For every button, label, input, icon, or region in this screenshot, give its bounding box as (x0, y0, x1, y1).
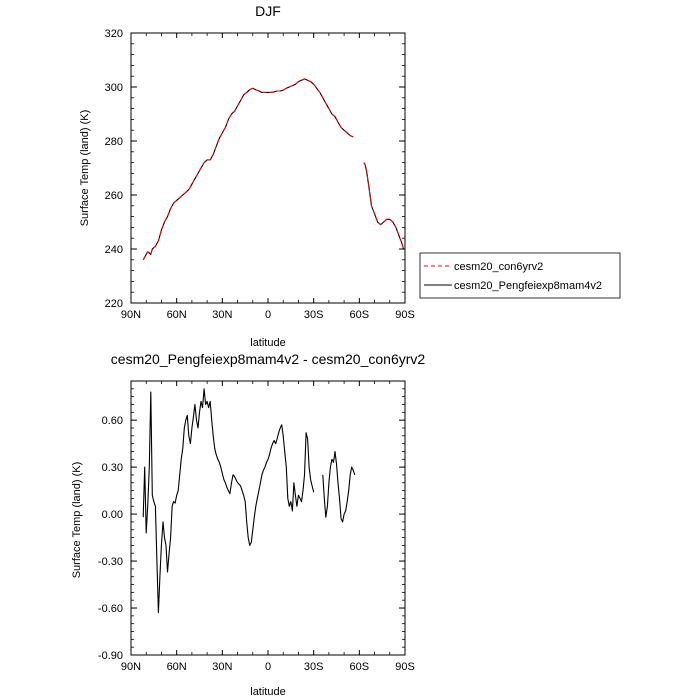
bottom-chart-x-axis-label: latitude (250, 686, 285, 698)
x-tick-label: 60S (350, 309, 370, 321)
x-tick-label: 0 (265, 309, 271, 321)
top-chart-panel: DJF Surface Temp (land) (K) latitude 90N… (79, 3, 621, 349)
top-chart-x-axis-label: latitude (250, 337, 285, 349)
x-tick-label: 60N (167, 309, 187, 321)
y-tick-label: 220 (105, 298, 123, 310)
x-tick-label: 0 (265, 661, 271, 673)
y-tick-label: 280 (105, 136, 123, 148)
legend-label-con6yrv2: cesm20_con6yrv2 (454, 261, 543, 273)
x-tick-label: 90N (121, 309, 141, 321)
legend: cesm20_con6yrv2 cesm20_Pengfeiexp8mam4v2 (419, 252, 621, 299)
x-tick-label: 30N (212, 661, 232, 673)
legend-label-pengfei: cesm20_Pengfeiexp8mam4v2 (454, 280, 602, 292)
x-tick-label: 60S (350, 661, 370, 673)
y-tick-label: 0.00 (102, 509, 123, 521)
y-tick-label: 0.30 (102, 462, 123, 474)
y-tick-label: 260 (105, 190, 123, 202)
bottom-chart-frame (130, 380, 406, 656)
legend-box (419, 252, 621, 299)
top-chart-y-axis-label: Surface Temp (land) (K) (79, 110, 91, 227)
x-tick-label: 30S (304, 309, 324, 321)
x-tick-label: 30N (212, 309, 232, 321)
bottom-chart-title: cesm20_Pengfeiexp8mam4v2 - cesm20_con6yr… (111, 351, 426, 367)
x-tick-label: 90N (121, 661, 141, 673)
series-line (142, 388, 315, 614)
series-line (322, 450, 356, 523)
top-chart-title: DJF (255, 3, 281, 19)
y-tick-label: -0.90 (98, 650, 123, 662)
bottom-chart-ticks: 90N 60N 30N 0 30S 60S 90S -0.90 -0.60 -0.30 0.00 0.… (98, 380, 415, 673)
series-line (142, 78, 354, 261)
y-tick-label: -0.60 (98, 603, 123, 615)
y-tick-label: -0.30 (98, 556, 123, 568)
top-chart-ticks: 90N 60N 30N 0 30S 60S 90S 220 240 260 280 300 320 (105, 28, 415, 321)
top-chart-frame (130, 32, 406, 304)
series-line (142, 78, 354, 261)
series-line (363, 162, 405, 250)
x-tick-label: 30S (304, 661, 324, 673)
bottom-chart-y-axis-label: Surface Temp (land) (K) (71, 462, 83, 579)
top-chart-lines (142, 78, 405, 261)
bottom-chart-lines (142, 388, 356, 614)
x-tick-label: 90S (395, 661, 415, 673)
bottom-chart-panel: cesm20_Pengfeiexp8mam4v2 - cesm20_con6yr… (71, 351, 425, 698)
x-tick-label: 90S (395, 309, 415, 321)
y-tick-label: 0.60 (102, 415, 123, 427)
y-tick-label: 300 (105, 82, 123, 94)
y-tick-label: 320 (105, 28, 123, 40)
x-tick-label: 60N (167, 661, 187, 673)
y-tick-label: 240 (105, 244, 123, 256)
